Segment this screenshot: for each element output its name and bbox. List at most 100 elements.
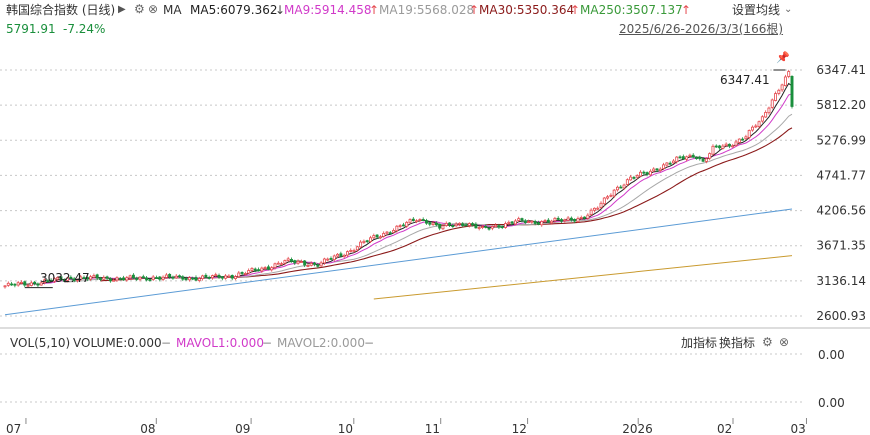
candle-body xyxy=(319,262,323,267)
candle-body xyxy=(431,222,435,225)
candle-body xyxy=(89,276,93,280)
grid xyxy=(0,69,870,329)
candle-body xyxy=(118,277,122,280)
candle-body xyxy=(704,158,708,162)
up-arrow-icon: ↑ xyxy=(681,3,692,17)
candle-body xyxy=(530,220,534,223)
candle-body xyxy=(19,281,23,284)
candle-body xyxy=(708,153,712,159)
ma-settings-button[interactable]: 设置均线 xyxy=(732,3,781,17)
candle-body xyxy=(201,275,205,280)
candle-body xyxy=(253,268,257,271)
candle-body xyxy=(191,277,195,280)
candle-body xyxy=(332,255,336,260)
pin-icon[interactable]: 📌 xyxy=(776,51,790,64)
candle-body xyxy=(678,156,682,159)
candle-body xyxy=(616,186,619,191)
candle-body xyxy=(434,222,438,226)
candle-body xyxy=(125,277,129,281)
add-indicator-button[interactable]: 加指标 xyxy=(681,336,718,350)
candle-body xyxy=(609,194,613,197)
candle-body xyxy=(517,218,521,221)
candle-body xyxy=(375,234,379,238)
candle-body xyxy=(105,276,109,279)
ma5-line xyxy=(18,82,793,285)
x-tick-label: 03 xyxy=(790,422,805,435)
candle-body xyxy=(161,276,165,280)
candle-body xyxy=(780,84,784,91)
candle-body xyxy=(576,218,580,223)
candle-body xyxy=(92,275,96,278)
candle-body xyxy=(520,218,524,221)
candle-body xyxy=(69,276,73,279)
candle-body xyxy=(747,130,751,138)
candle-body xyxy=(691,154,695,158)
candle-body xyxy=(266,266,270,270)
candle-body xyxy=(401,224,405,227)
candle-body xyxy=(741,138,745,141)
candle-body xyxy=(112,279,116,282)
candle-body xyxy=(606,196,610,199)
candle-body xyxy=(425,220,428,224)
close-circle-icon[interactable]: ⊗ xyxy=(779,335,790,349)
candle-body xyxy=(757,121,761,127)
candle-body xyxy=(286,258,290,261)
candle-body xyxy=(29,282,33,286)
candle-body xyxy=(329,258,333,260)
candle-body xyxy=(82,277,86,279)
candle-body xyxy=(477,227,481,229)
x-tick-label: 10 xyxy=(338,422,353,435)
candle-body xyxy=(270,267,274,271)
candle-body xyxy=(168,273,172,278)
gear-icon[interactable]: ⚙ xyxy=(134,2,145,16)
candle-body xyxy=(174,275,178,279)
candle-body xyxy=(418,219,422,221)
close-circle-icon[interactable]: ⊗ xyxy=(148,2,159,16)
play-icon[interactable]: ▶ xyxy=(118,4,126,15)
candle-body xyxy=(497,225,501,228)
candle-body xyxy=(184,278,188,281)
candle-body xyxy=(783,76,787,86)
candle-body xyxy=(698,156,702,160)
candle-body xyxy=(612,189,616,197)
candle-body xyxy=(563,219,567,222)
candle-body xyxy=(652,168,656,172)
candle-body xyxy=(546,219,550,223)
candle-body xyxy=(408,219,412,223)
chart-title: 韩国综合指数 (日线) xyxy=(6,3,116,17)
candle-body xyxy=(714,145,718,148)
high-price-label: 6347.41 xyxy=(720,73,770,87)
candle-body xyxy=(372,235,376,239)
candle-body xyxy=(378,236,382,239)
candle-body xyxy=(688,154,692,157)
candle-body xyxy=(230,275,234,279)
candle-body xyxy=(131,274,135,279)
candle-body xyxy=(39,282,43,286)
candle-body xyxy=(151,276,155,280)
last-price: 5791.91 xyxy=(6,22,56,36)
gear-icon[interactable]: ⚙ xyxy=(762,335,773,349)
y-tick-label: 4206.56 xyxy=(816,204,866,218)
y-tick-label: 4741.77 xyxy=(816,168,866,182)
candle-body xyxy=(599,202,603,208)
switch-indicator-button[interactable]: 换指标 xyxy=(719,336,756,350)
candle-body xyxy=(737,138,741,143)
candle-body xyxy=(550,220,554,224)
ma5-value: MA5:6079.362 xyxy=(190,3,278,17)
candle-body xyxy=(26,284,30,287)
candle-body xyxy=(273,263,277,268)
down-arrow-icon: ↓ xyxy=(275,3,286,17)
candle-body xyxy=(579,217,583,219)
candle-body xyxy=(293,260,297,264)
candle-body xyxy=(602,197,606,205)
candle-body xyxy=(43,279,46,283)
candle-body xyxy=(632,176,636,179)
mavol1-value: MAVOL1:0.000 xyxy=(176,336,264,350)
candle-body xyxy=(382,232,386,237)
candle-body xyxy=(220,276,224,279)
candle-body xyxy=(13,283,17,286)
y-tick-label: 6347.41 xyxy=(816,63,866,77)
chevron-down-icon[interactable]: ⌄ xyxy=(784,4,793,15)
candle-body xyxy=(250,268,254,271)
